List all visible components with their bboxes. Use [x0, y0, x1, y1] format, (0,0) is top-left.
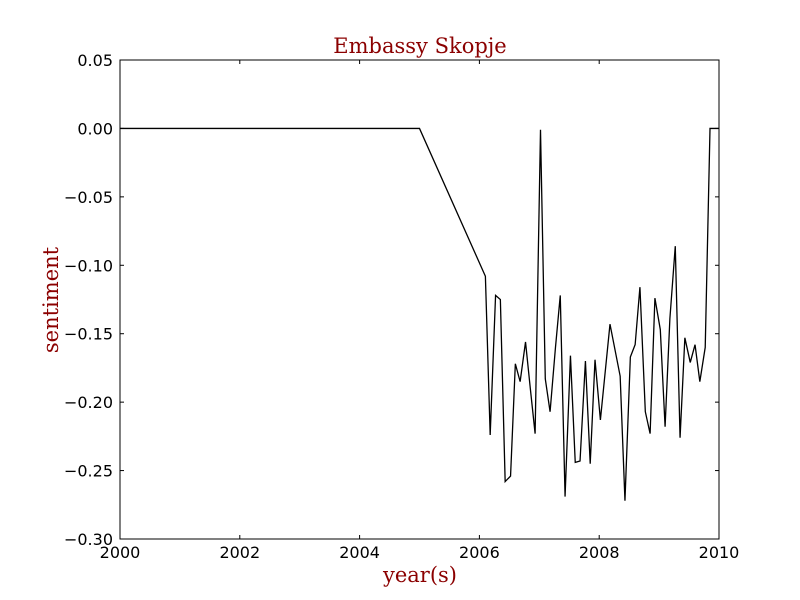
y-tick-label: −0.10: [64, 256, 113, 275]
x-axis-label: year(s): [382, 563, 457, 587]
plot-frame: [119, 59, 720, 540]
x-tick-label: 2008: [579, 543, 620, 562]
y-tick-label: 0.00: [77, 119, 113, 138]
x-tick-label: 2004: [339, 543, 380, 562]
x-tick-label: 2006: [459, 543, 500, 562]
y-tick-label: −0.05: [64, 188, 113, 207]
y-tick-label: −0.20: [64, 393, 113, 412]
y-tick-label: −0.25: [64, 462, 113, 481]
y-tick-label: −0.30: [64, 530, 113, 549]
plot-area: 2000 2002 2004 2006 2008 2010 0.05 0.00 −0.05 −0.…: [64, 51, 739, 562]
x-tick-label: 2000: [100, 543, 141, 562]
x-tick-label: 2010: [699, 543, 740, 562]
chart-title: Embassy Skopje: [333, 34, 506, 58]
y-tick-label: −0.15: [64, 325, 113, 344]
x-tick-label: 2002: [219, 543, 260, 562]
y-tick-label: 0.05: [77, 51, 113, 70]
series-line-0: [120, 127, 719, 501]
y-axis-label: sentiment: [39, 246, 63, 353]
